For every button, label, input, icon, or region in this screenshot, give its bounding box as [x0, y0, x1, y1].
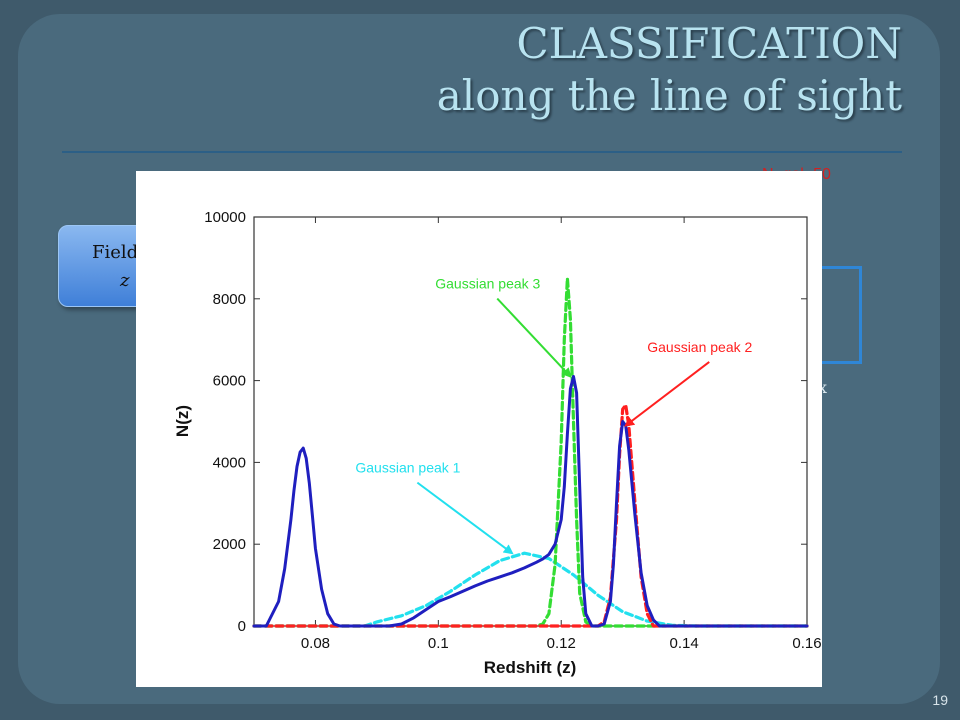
y-tick-label: 6000: [213, 373, 246, 390]
y-tick-label: 4000: [213, 454, 246, 471]
x-tick-label: 0.12: [547, 635, 576, 652]
plot-area: [253, 216, 808, 627]
field-label: Field: [92, 242, 139, 263]
y-axis-label: N(z): [173, 405, 192, 437]
annotation-arrow-1: [496, 297, 572, 378]
x-tick-label: 0.1: [428, 635, 449, 652]
x-glyph: x: [818, 378, 828, 397]
axis-ticks: 0.08 0.1 0.12 0.14 0.16 0 2000 4000 6000 8000 1000…: [204, 209, 821, 652]
annotation-label-1: Gaussian peak 3: [435, 276, 540, 292]
title-divider: [62, 151, 902, 153]
x-tick-label: 0.14: [670, 635, 699, 652]
annotation-layer: Gaussian peak 3 Gaussian peak 2 Gaussian p…: [355, 276, 753, 555]
annotation-arrow-2: [624, 361, 710, 427]
redshift-chart: 0.08 0.1 0.12 0.14 0.16 0 2000 4000 6000 8000 1000…: [173, 209, 822, 677]
slide-title: CLASSIFICATION along the line of sight: [437, 18, 902, 122]
title-line-1: CLASSIFICATION: [516, 19, 902, 68]
annotation-label-2: Gaussian peak 2: [647, 339, 752, 355]
y-tick-label: 0: [238, 618, 246, 635]
y-tick-label: 8000: [213, 291, 246, 308]
y-tick-label: 2000: [213, 536, 246, 553]
field-z-label: z: [120, 270, 130, 291]
chart-panel: 0.08 0.1 0.12 0.14 0.16 0 2000 4000 6000 8000 1000…: [136, 171, 822, 687]
x-tick-label: 0.08: [301, 635, 330, 652]
x-tick-label: 0.16: [792, 635, 821, 652]
series-layer: [252, 276, 809, 628]
annotation-label-3: Gaussian peak 1: [355, 460, 460, 476]
annotation-arrow-3: [416, 481, 514, 555]
x-axis-label: Redshift (z): [484, 658, 577, 677]
title-line-2: along the line of sight: [436, 71, 902, 120]
page-number: 19: [932, 692, 948, 708]
series-line-3: [252, 276, 809, 628]
y-tick-label: 10000: [204, 209, 246, 226]
series-line-4: [252, 551, 809, 628]
